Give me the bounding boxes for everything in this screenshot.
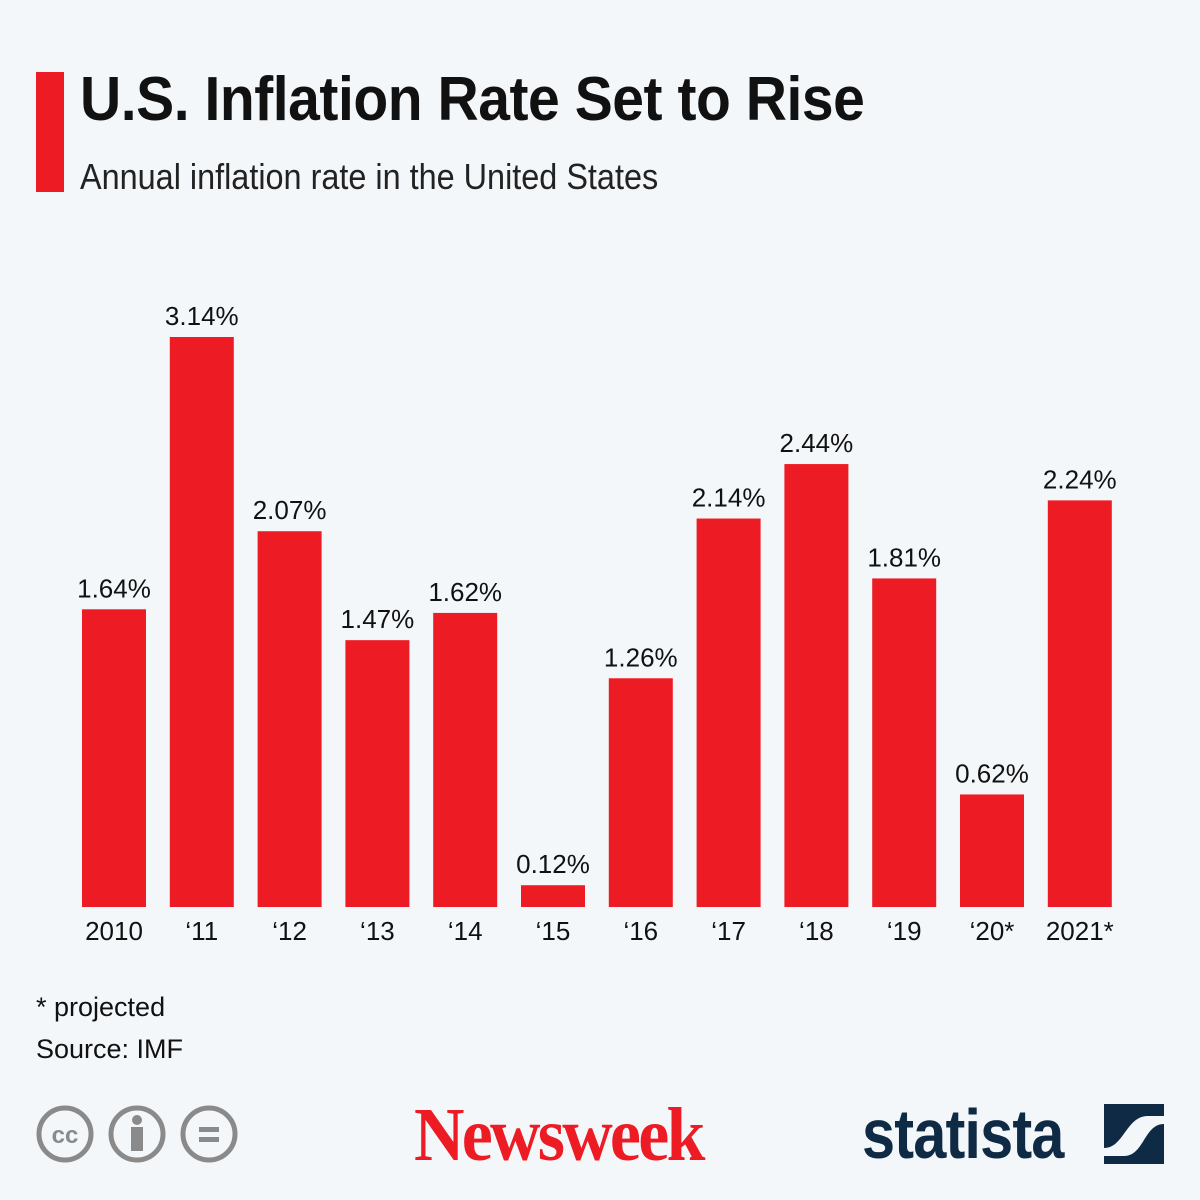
data-label: 1.62%: [428, 577, 502, 607]
title-accent-bar: [36, 72, 64, 192]
x-tick-label: ‘14: [448, 916, 483, 946]
x-tick-label: ‘19: [887, 916, 922, 946]
data-label: 3.14%: [165, 301, 239, 331]
x-tick-label: ‘15: [536, 916, 571, 946]
data-label: 2.24%: [1043, 464, 1117, 494]
page-subtitle: Annual inflation rate in the United Stat…: [80, 156, 659, 197]
cc-icon: cc: [36, 1105, 94, 1163]
bar: [696, 518, 761, 907]
bar: [784, 464, 849, 907]
statista-mark-icon: [1104, 1104, 1164, 1164]
bar: [960, 794, 1024, 907]
data-label: 0.62%: [955, 758, 1029, 788]
statista-logo: statista: [862, 1095, 1064, 1173]
x-tick-label: ‘20*: [970, 916, 1015, 946]
x-tick-label: ‘12: [272, 916, 307, 946]
x-tick-label: ‘11: [185, 916, 218, 946]
data-label: 2.44%: [780, 428, 854, 458]
x-tick-label: 2021*: [1046, 916, 1114, 946]
bar: [1047, 500, 1112, 907]
bar: [521, 885, 585, 907]
newsweek-logo: Newsweek: [414, 1093, 705, 1177]
data-label: 1.26%: [604, 642, 678, 672]
x-tick-label: ‘17: [711, 916, 746, 946]
data-label: 2.07%: [253, 495, 327, 525]
x-tick-label: ‘13: [360, 916, 395, 946]
attribution-icon: [108, 1105, 166, 1163]
bar: [608, 678, 673, 907]
x-tick-label: ‘16: [623, 916, 658, 946]
bar: [345, 640, 410, 907]
source-note: Source: IMF: [36, 1034, 184, 1064]
data-label: 0.12%: [516, 849, 590, 879]
data-label: 1.64%: [77, 573, 151, 603]
bar: [169, 337, 234, 907]
x-tick-label: ‘18: [799, 916, 834, 946]
data-label: 1.81%: [867, 542, 941, 572]
svg-text:cc: cc: [52, 1122, 79, 1149]
page-title: U.S. Inflation Rate Set to Rise: [80, 65, 865, 134]
bar: [872, 578, 937, 907]
x-tick-label: 2010: [85, 916, 143, 946]
no-derivatives-icon: [180, 1105, 238, 1163]
bar: [82, 609, 146, 907]
bar: [257, 531, 322, 907]
data-label: 2.14%: [692, 483, 766, 513]
bar: [433, 612, 498, 907]
data-label: 1.47%: [341, 604, 415, 634]
projected-note: * projected: [36, 992, 166, 1022]
license-icons: cc: [36, 1105, 238, 1163]
bar-chart: 1.64% 2010 3.14% ‘11 2.07% ‘12 1.47% ‘13 1.62% ‘1…: [77, 301, 1117, 946]
